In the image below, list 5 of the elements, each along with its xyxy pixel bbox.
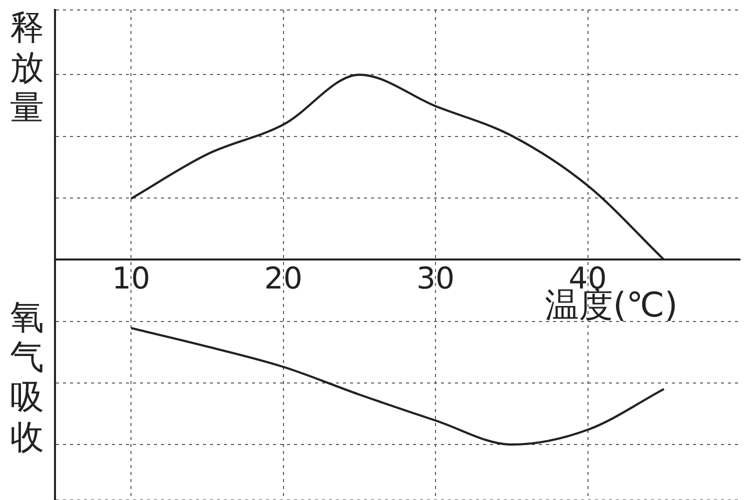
x-tick-label: 20 <box>264 261 302 296</box>
text: 氧气吸收 <box>10 297 44 458</box>
y-axis-title: 释放量 <box>10 8 44 128</box>
x-tick-label: 30 <box>416 261 455 296</box>
x-tick-label: 10 <box>112 261 150 296</box>
